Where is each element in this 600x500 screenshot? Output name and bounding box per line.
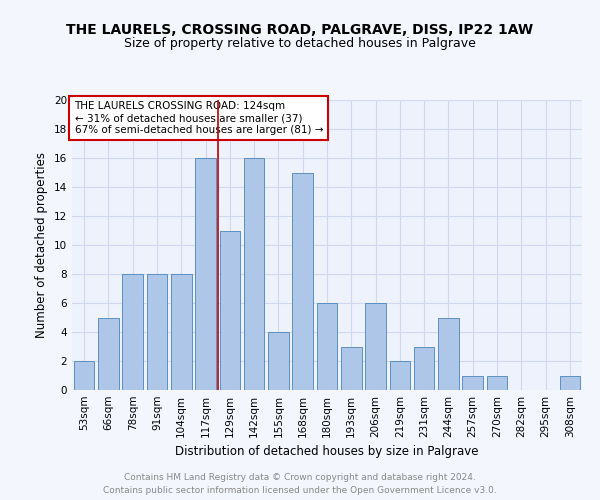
- Bar: [122, 274, 143, 390]
- Bar: [171, 274, 191, 390]
- Bar: [98, 318, 119, 390]
- Bar: [220, 230, 240, 390]
- Bar: [292, 172, 313, 390]
- Bar: [487, 376, 508, 390]
- Bar: [244, 158, 265, 390]
- Y-axis label: Number of detached properties: Number of detached properties: [35, 152, 49, 338]
- Bar: [317, 303, 337, 390]
- Bar: [341, 346, 362, 390]
- Bar: [389, 361, 410, 390]
- X-axis label: Distribution of detached houses by size in Palgrave: Distribution of detached houses by size …: [175, 446, 479, 458]
- Text: Contains HM Land Registry data © Crown copyright and database right 2024.
Contai: Contains HM Land Registry data © Crown c…: [103, 474, 497, 495]
- Bar: [365, 303, 386, 390]
- Bar: [463, 376, 483, 390]
- Bar: [146, 274, 167, 390]
- Bar: [74, 361, 94, 390]
- Text: THE LAURELS, CROSSING ROAD, PALGRAVE, DISS, IP22 1AW: THE LAURELS, CROSSING ROAD, PALGRAVE, DI…: [67, 22, 533, 36]
- Bar: [414, 346, 434, 390]
- Text: THE LAURELS CROSSING ROAD: 124sqm
← 31% of detached houses are smaller (37)
67% : THE LAURELS CROSSING ROAD: 124sqm ← 31% …: [74, 102, 323, 134]
- Bar: [195, 158, 216, 390]
- Bar: [438, 318, 459, 390]
- Bar: [268, 332, 289, 390]
- Text: Size of property relative to detached houses in Palgrave: Size of property relative to detached ho…: [124, 38, 476, 51]
- Bar: [560, 376, 580, 390]
